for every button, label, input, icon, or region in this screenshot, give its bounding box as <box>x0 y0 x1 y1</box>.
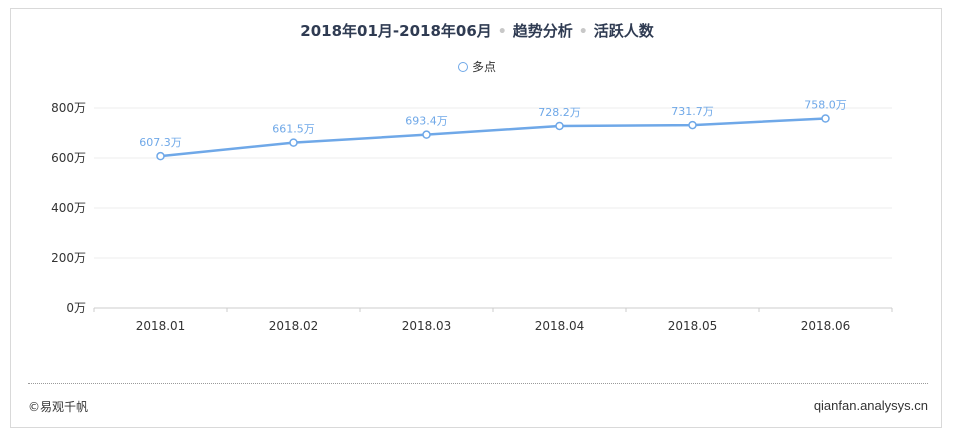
title-separator: • <box>497 24 507 40</box>
chart-frame <box>10 8 942 428</box>
title-metric: 活跃人数 <box>593 22 654 40</box>
title-analysis: 趋势分析 <box>512 22 573 40</box>
x-tick-label: 2018.03 <box>402 319 452 333</box>
y-tick-label: 0万 <box>66 301 86 315</box>
data-label: 731.7万 <box>671 105 714 118</box>
y-tick-label: 200万 <box>51 251 86 265</box>
x-tick-label: 2018.06 <box>801 319 851 333</box>
data-label: 758.0万 <box>804 99 847 112</box>
x-tick-label: 2018.05 <box>668 319 718 333</box>
data-point <box>156 151 165 161</box>
legend-marker-icon <box>457 62 468 72</box>
data-label: 607.3万 <box>139 136 182 149</box>
series-line <box>160 117 826 158</box>
y-tick-label: 600万 <box>51 151 86 165</box>
data-point <box>821 114 830 123</box>
x-tick-label: 2018.04 <box>535 319 585 333</box>
data-label: 693.4万 <box>405 115 448 128</box>
x-tick-label: 2018.01 <box>136 319 186 333</box>
site-url: qianfan.analysys.cn <box>813 398 928 413</box>
data-label: 661.5万 <box>272 123 315 136</box>
legend[interactable]: 多点 <box>0 58 954 75</box>
y-tick-label: 400万 <box>51 201 86 215</box>
data-label: 728.2万 <box>538 106 581 119</box>
copyright-text: ©易观千帆 <box>28 400 89 414</box>
title-separator: • <box>578 24 588 40</box>
footer-divider <box>28 383 928 384</box>
data-point <box>555 121 564 131</box>
data-point <box>422 130 431 139</box>
chart-title: 2018年01月-2018年06月 • 趋势分析 • 活跃人数 <box>0 20 954 41</box>
data-point <box>289 138 298 147</box>
data-point <box>688 120 697 130</box>
x-tick-label: 2018.02 <box>269 319 319 333</box>
y-tick-label: 800万 <box>51 101 86 115</box>
title-period: 2018年01月-2018年06月 <box>300 22 492 40</box>
legend-label: 多点 <box>471 60 496 74</box>
